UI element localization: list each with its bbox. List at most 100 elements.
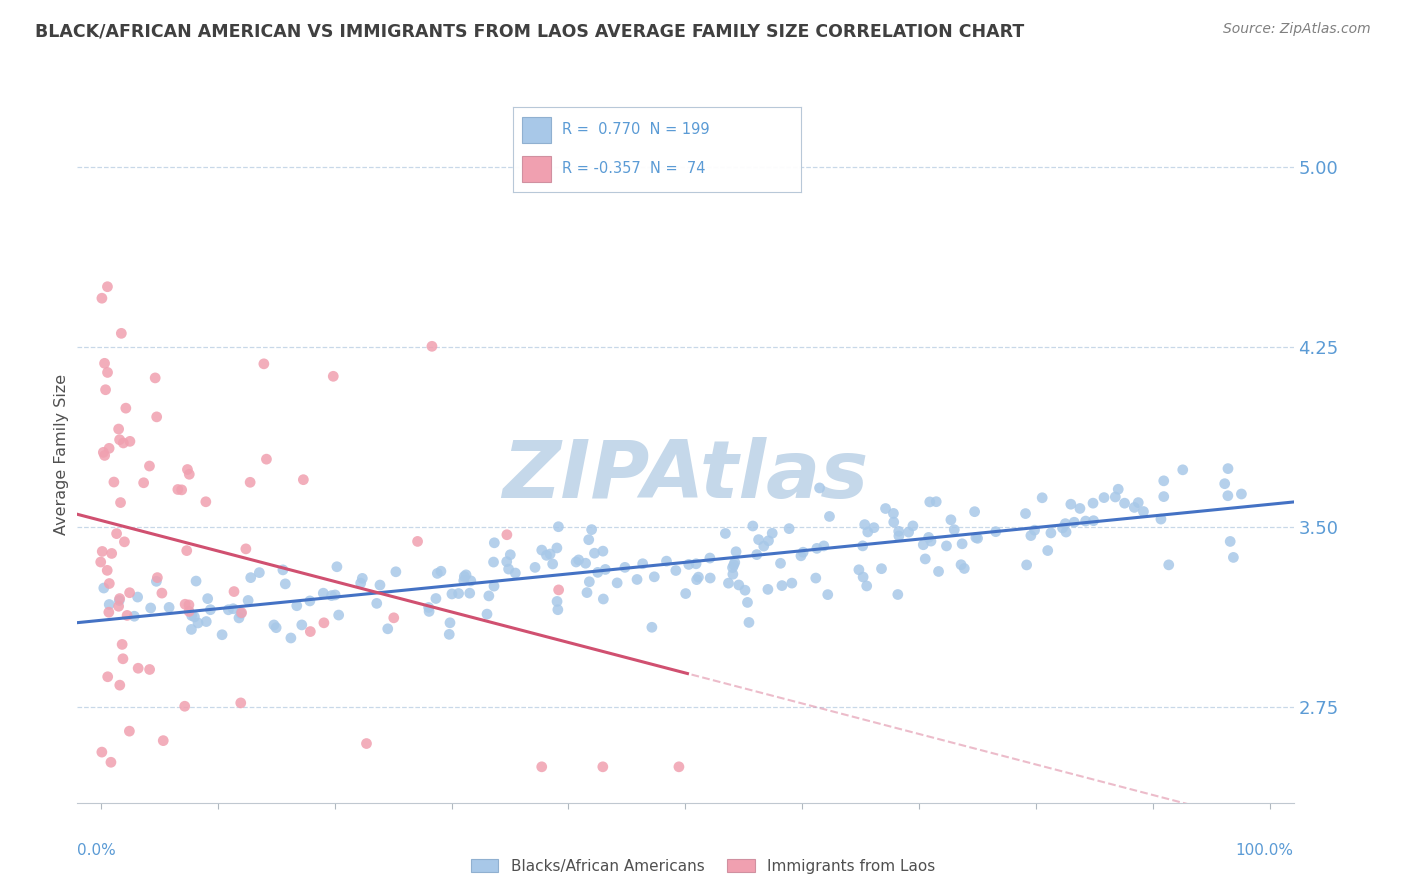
Point	[804, 571, 827, 585]
Point	[852, 539, 875, 553]
Point	[935, 539, 957, 553]
Point	[586, 566, 609, 580]
Point	[536, 549, 558, 563]
Point	[950, 558, 973, 572]
Point	[177, 604, 200, 618]
Point	[714, 526, 737, 541]
Point	[853, 517, 876, 532]
Point	[97, 605, 120, 619]
Point	[274, 577, 297, 591]
Point	[100, 546, 122, 560]
Point	[1039, 525, 1062, 540]
Text: 100.0%: 100.0%	[1236, 843, 1294, 858]
Point	[235, 541, 257, 556]
Point	[953, 561, 976, 575]
Point	[115, 608, 138, 623]
Point	[770, 579, 793, 593]
Point	[578, 574, 600, 589]
Point	[685, 573, 707, 587]
Point	[350, 576, 373, 591]
Point	[984, 524, 1007, 539]
Point	[478, 589, 501, 603]
Point	[482, 579, 505, 593]
Point	[239, 475, 262, 490]
Point	[124, 609, 146, 624]
Point	[91, 544, 114, 558]
Point	[818, 509, 841, 524]
Point	[499, 548, 522, 562]
Point	[547, 519, 569, 533]
Point	[1219, 534, 1241, 549]
Point	[475, 607, 498, 621]
Point	[758, 533, 780, 548]
Point	[530, 543, 553, 558]
Point	[299, 624, 322, 639]
Point	[114, 401, 136, 416]
Point	[425, 591, 447, 606]
Point	[581, 523, 603, 537]
Point	[105, 526, 128, 541]
Point	[565, 555, 588, 569]
Point	[298, 594, 321, 608]
Point	[745, 548, 768, 562]
Point	[734, 583, 756, 598]
Point	[741, 519, 763, 533]
Point	[93, 445, 115, 459]
Point	[792, 545, 814, 559]
Point	[1015, 558, 1038, 572]
Point	[108, 591, 131, 606]
Point	[222, 584, 245, 599]
Point	[180, 608, 202, 623]
Point	[98, 598, 121, 612]
Point	[778, 522, 800, 536]
Point	[368, 578, 391, 592]
Point	[98, 442, 121, 456]
Point	[725, 545, 748, 559]
Point	[1052, 521, 1074, 535]
Point	[352, 571, 374, 585]
Point	[912, 538, 935, 552]
Point	[312, 586, 335, 600]
Point	[966, 531, 988, 545]
Point	[98, 576, 121, 591]
Point	[920, 534, 942, 549]
Point	[108, 593, 131, 607]
Point	[1150, 512, 1173, 526]
Point	[547, 603, 569, 617]
Point	[1081, 496, 1104, 510]
Point	[882, 507, 904, 521]
Point	[530, 760, 553, 774]
Point	[1171, 463, 1194, 477]
Point	[285, 599, 308, 613]
Point	[685, 557, 707, 571]
Point	[447, 586, 470, 600]
Point	[229, 696, 252, 710]
Point	[112, 436, 135, 450]
Point	[127, 590, 149, 604]
Point	[118, 434, 141, 449]
Point	[769, 557, 792, 571]
Point	[1019, 528, 1042, 542]
Point	[90, 745, 112, 759]
Point	[111, 652, 134, 666]
Point	[641, 620, 664, 634]
Point	[197, 591, 219, 606]
Point	[93, 581, 115, 595]
Point	[1054, 524, 1077, 539]
Point	[264, 621, 287, 635]
Point	[152, 733, 174, 747]
Point	[118, 585, 141, 599]
Point	[145, 574, 167, 589]
Point	[247, 566, 270, 580]
Point	[547, 582, 569, 597]
Point	[217, 603, 239, 617]
Point	[595, 562, 617, 576]
Point	[103, 475, 125, 489]
Point	[748, 533, 770, 547]
Point	[228, 611, 250, 625]
Point	[592, 760, 614, 774]
Text: 0.0%: 0.0%	[77, 843, 117, 858]
Point	[93, 449, 115, 463]
Point	[606, 575, 628, 590]
Point	[1123, 500, 1146, 515]
